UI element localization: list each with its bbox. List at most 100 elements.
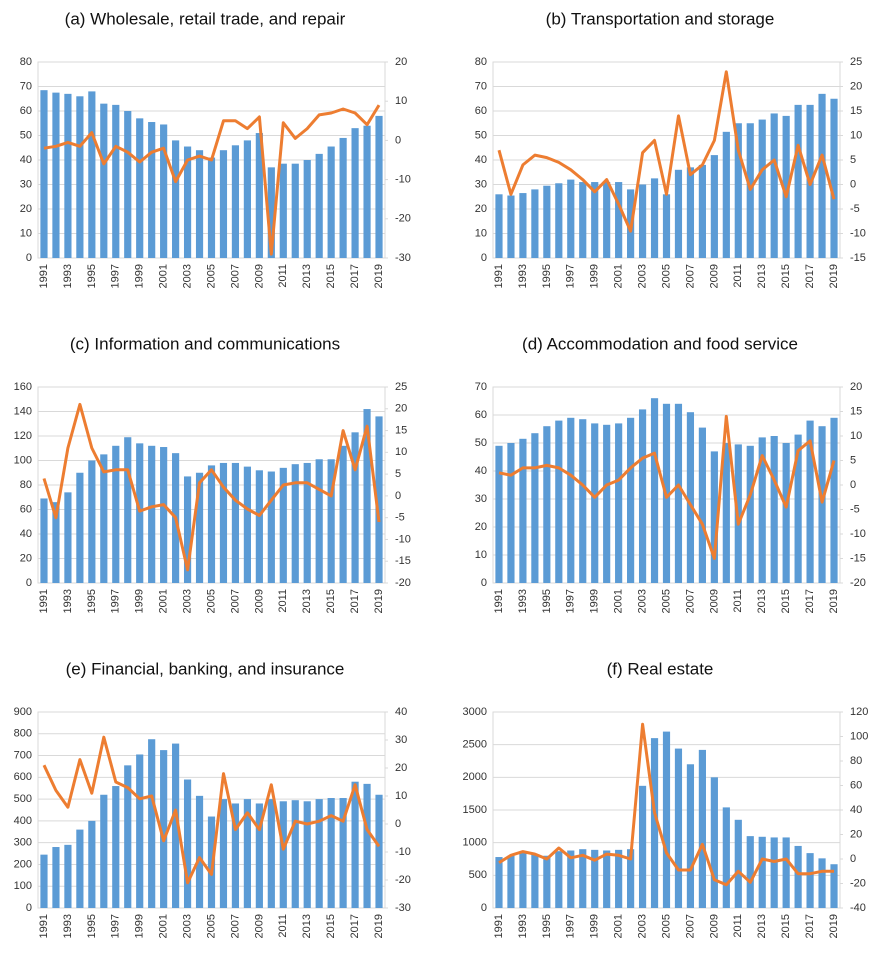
- bar: [579, 419, 587, 583]
- line: [43, 104, 381, 256]
- x-tick-label: 2005: [205, 264, 217, 288]
- bar: [219, 799, 228, 908]
- y2-tick-label: 0: [395, 134, 401, 146]
- y-tick-label: 40: [20, 154, 32, 166]
- y2-tick-label: 20: [395, 56, 407, 68]
- y2-tick-label: 20: [395, 403, 407, 415]
- y-tick-label: 20: [475, 203, 487, 215]
- x-tick-label: 1997: [565, 914, 577, 938]
- x-tick-label: 2011: [277, 589, 289, 613]
- bar: [674, 403, 683, 583]
- bar: [818, 93, 826, 258]
- y2-tick-label: -20: [395, 213, 411, 225]
- y-tick-label: 20: [20, 203, 32, 215]
- bar: [315, 799, 323, 908]
- x-tick-label: 1997: [110, 914, 122, 938]
- y-tick-label: 600: [14, 771, 32, 783]
- bar: [327, 459, 335, 583]
- x-tick-label: 1995: [541, 589, 553, 613]
- x-tick-label: 1991: [493, 264, 505, 288]
- y2-tick-label: -10: [850, 528, 866, 540]
- x-tick-label: 2001: [613, 264, 625, 288]
- y2-tick-label: 40: [850, 804, 862, 816]
- bar: [351, 128, 359, 258]
- x-tick-label: 2013: [756, 914, 768, 938]
- y2-tick-label: 15: [395, 424, 407, 436]
- y-tick-label: 900: [14, 706, 32, 718]
- x-tick-label: 1995: [86, 264, 98, 288]
- y-tick-label: 50: [20, 129, 32, 141]
- bar: [794, 104, 802, 258]
- x-tick-label: 1993: [62, 914, 74, 938]
- bar: [351, 781, 359, 908]
- bar: [52, 847, 60, 908]
- y-tick-label: 50: [475, 437, 487, 449]
- x-tick-label: 2015: [780, 914, 792, 938]
- bar: [519, 193, 527, 258]
- x-tick-label: 1997: [110, 589, 122, 613]
- bar: [794, 845, 802, 908]
- bar: [267, 799, 275, 908]
- x-tick-label: 2011: [277, 264, 289, 288]
- bar: [195, 150, 204, 258]
- bar: [555, 183, 563, 258]
- y-tick-label: 500: [469, 869, 487, 881]
- bar: [303, 462, 311, 583]
- y-tick-label: 70: [20, 80, 32, 92]
- bar: [40, 498, 48, 583]
- y-tick-label: 300: [14, 837, 32, 849]
- x-tick-label: 1993: [517, 914, 529, 938]
- y2-tick-label: 20: [395, 762, 407, 774]
- bar: [124, 111, 132, 258]
- y2-tick-label: 5: [395, 468, 401, 480]
- bar: [136, 118, 144, 258]
- bar: [291, 464, 299, 583]
- y2-tick-label: -10: [395, 533, 411, 545]
- bar: [603, 850, 611, 908]
- bar: [495, 445, 503, 583]
- y-tick-label: 60: [475, 409, 487, 421]
- bar: [124, 765, 132, 908]
- bar: [531, 189, 539, 258]
- y2-tick-label: -5: [395, 512, 405, 524]
- bar: [76, 472, 84, 583]
- bar: [579, 182, 587, 258]
- y2-tick-label: -5: [850, 203, 860, 215]
- bar: [758, 836, 766, 908]
- y2-tick-label: 5: [850, 454, 856, 466]
- bar: [627, 849, 635, 908]
- bar: [112, 445, 120, 583]
- x-tick-label: 2007: [684, 589, 696, 613]
- bar: [615, 423, 623, 583]
- x-tick-label: 2009: [253, 264, 265, 288]
- y-tick-label: 1500: [463, 804, 487, 816]
- y-tick-label: 70: [475, 80, 487, 92]
- y-tick-label: 10: [475, 227, 487, 239]
- x-tick-label: 2001: [158, 914, 170, 938]
- bar: [40, 90, 48, 258]
- bar: [291, 800, 299, 908]
- bar: [818, 426, 826, 583]
- bar: [603, 182, 611, 258]
- bar: [339, 137, 347, 258]
- bar: [255, 470, 263, 583]
- y2-tick-label: 0: [850, 853, 856, 865]
- x-tick-label: 2015: [325, 264, 337, 288]
- bar: [363, 125, 371, 258]
- y-tick-label: 0: [26, 902, 32, 914]
- bar: [710, 155, 718, 258]
- bar: [195, 472, 204, 583]
- bar: [160, 447, 168, 583]
- bar: [806, 853, 814, 908]
- bar: [207, 157, 216, 258]
- bar: [770, 113, 778, 258]
- bar: [650, 398, 659, 583]
- bar: [255, 133, 263, 258]
- x-tick-label: 2001: [158, 589, 170, 613]
- y-tick-label: 80: [475, 56, 487, 68]
- y-tick-label: 40: [475, 465, 487, 477]
- bar: [231, 462, 240, 583]
- x-tick-label: 1995: [86, 914, 98, 938]
- bar: [100, 103, 108, 259]
- bar: [148, 122, 156, 259]
